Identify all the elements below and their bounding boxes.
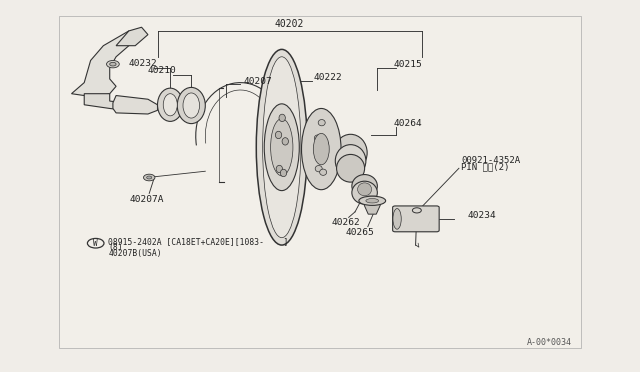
Ellipse shape bbox=[318, 119, 325, 126]
Text: 40265: 40265 bbox=[345, 228, 374, 237]
Ellipse shape bbox=[157, 88, 183, 121]
Polygon shape bbox=[72, 31, 135, 97]
Ellipse shape bbox=[280, 169, 287, 177]
Polygon shape bbox=[84, 94, 141, 112]
Ellipse shape bbox=[282, 138, 289, 145]
Bar bbox=[59, 16, 581, 349]
Ellipse shape bbox=[352, 174, 378, 198]
Ellipse shape bbox=[335, 145, 366, 177]
Text: 00921-4352A: 00921-4352A bbox=[461, 156, 520, 166]
Polygon shape bbox=[113, 96, 157, 114]
Circle shape bbox=[143, 174, 155, 181]
Text: PIN ピン(2): PIN ピン(2) bbox=[461, 162, 510, 171]
Text: 40264: 40264 bbox=[394, 119, 422, 128]
Text: (8): (8) bbox=[108, 243, 123, 252]
Circle shape bbox=[106, 61, 119, 68]
Ellipse shape bbox=[366, 199, 379, 203]
Ellipse shape bbox=[337, 154, 365, 182]
Text: 40207A: 40207A bbox=[129, 195, 164, 204]
Ellipse shape bbox=[279, 114, 285, 122]
FancyBboxPatch shape bbox=[393, 206, 439, 232]
Ellipse shape bbox=[334, 134, 367, 171]
Ellipse shape bbox=[256, 49, 307, 245]
Ellipse shape bbox=[359, 196, 386, 205]
Ellipse shape bbox=[163, 94, 177, 116]
Polygon shape bbox=[116, 27, 148, 46]
Text: A-00*0034: A-00*0034 bbox=[527, 339, 572, 347]
Ellipse shape bbox=[177, 87, 205, 124]
Text: 08915-2402A [CA18ET+CA20E][1083-    ]: 08915-2402A [CA18ET+CA20E][1083- ] bbox=[108, 237, 289, 246]
Text: 40262: 40262 bbox=[331, 218, 360, 227]
Text: 40215: 40215 bbox=[394, 60, 422, 69]
Circle shape bbox=[147, 176, 152, 179]
Ellipse shape bbox=[275, 131, 282, 139]
Text: 40210: 40210 bbox=[148, 66, 177, 75]
Text: W: W bbox=[93, 239, 98, 248]
Ellipse shape bbox=[352, 181, 378, 204]
Ellipse shape bbox=[358, 183, 372, 196]
Circle shape bbox=[109, 62, 116, 66]
Text: 40234: 40234 bbox=[468, 211, 497, 220]
Text: 40207B(USA): 40207B(USA) bbox=[108, 250, 162, 259]
Ellipse shape bbox=[316, 166, 322, 172]
Ellipse shape bbox=[276, 165, 282, 173]
Text: 40222: 40222 bbox=[313, 73, 342, 82]
Text: 40232: 40232 bbox=[129, 59, 157, 68]
Ellipse shape bbox=[301, 109, 341, 190]
Ellipse shape bbox=[271, 119, 293, 176]
Polygon shape bbox=[364, 196, 380, 214]
Text: 40207: 40207 bbox=[243, 77, 272, 86]
Ellipse shape bbox=[264, 104, 300, 190]
Ellipse shape bbox=[314, 134, 329, 165]
Ellipse shape bbox=[319, 169, 326, 175]
Text: 40202: 40202 bbox=[275, 19, 304, 29]
Ellipse shape bbox=[262, 57, 301, 238]
Ellipse shape bbox=[183, 93, 200, 118]
Ellipse shape bbox=[321, 141, 328, 147]
Ellipse shape bbox=[314, 135, 321, 141]
Ellipse shape bbox=[393, 209, 401, 229]
